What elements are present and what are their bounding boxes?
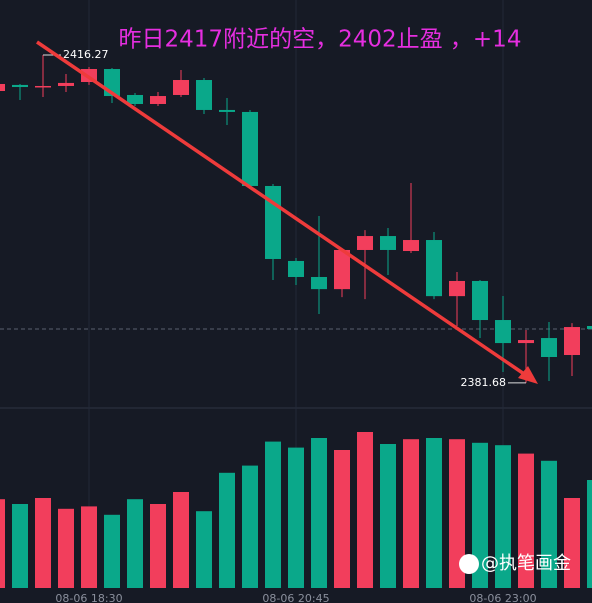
candle-body (35, 85, 51, 88)
candle-body (288, 260, 304, 277)
volume-bar (518, 453, 534, 588)
volume-bar (81, 506, 97, 588)
candle-body (518, 340, 534, 344)
volume-bar (541, 460, 557, 588)
candle-body (357, 236, 373, 250)
watermark-text: @执笔画金 (481, 553, 571, 574)
volume-bar (587, 480, 592, 588)
candle-body (564, 327, 580, 356)
chart-title: 昨日2417附近的空，2402止盈 ，+14 (119, 27, 522, 53)
candle-body (219, 109, 235, 112)
arrow-head (518, 366, 538, 384)
candle-body (334, 249, 350, 290)
x-tick-label: 08-06 18:30 (55, 592, 122, 603)
volume-bar (104, 514, 120, 588)
volume-bar (403, 439, 419, 588)
volume-bar (311, 438, 327, 588)
volume-bar (150, 504, 166, 588)
candle-body (12, 84, 28, 88)
volume-bar (288, 447, 304, 588)
watermark: @执笔画金 (459, 553, 571, 574)
candle-body (403, 240, 419, 252)
volume-bar (0, 499, 5, 588)
volume-bar (564, 498, 580, 588)
candle-body (311, 276, 327, 290)
watermark-icon (459, 554, 479, 574)
candle-body (173, 80, 189, 95)
volume-bar (35, 498, 51, 588)
volume-bar (265, 441, 281, 588)
volume-bar (219, 472, 235, 588)
x-tick-label: 08-06 20:45 (262, 592, 329, 603)
volume-bar (173, 492, 189, 588)
candle-body (380, 236, 396, 250)
x-tick-label: 08-06 23:00 (469, 592, 536, 603)
annotation: 2381.68 (461, 376, 507, 389)
candle-body (495, 320, 511, 344)
candle-body (587, 326, 592, 330)
candle-body (449, 280, 465, 297)
volume-bar (472, 442, 488, 588)
candle-body (472, 280, 488, 321)
candle-body (426, 240, 442, 297)
volume-bar (334, 450, 350, 588)
volume-bar (357, 432, 373, 588)
volume-bar (380, 444, 396, 588)
candle-body (127, 94, 143, 104)
volume-bar (127, 499, 143, 588)
candle-body (150, 96, 166, 104)
volume-bar (242, 465, 258, 588)
annotation: 2416.27 (63, 48, 109, 61)
volume-bar (495, 445, 511, 588)
arrow-line (36, 40, 531, 380)
candle-body (242, 111, 258, 186)
candle-body (0, 83, 5, 92)
volume-bar (196, 511, 212, 588)
volume-bar (449, 439, 465, 588)
candle-body (541, 338, 557, 357)
candle-body (196, 80, 212, 110)
volume-bar (58, 508, 74, 588)
candle-body (58, 82, 74, 86)
volume-bar (12, 504, 28, 588)
volume-bar (426, 438, 442, 588)
